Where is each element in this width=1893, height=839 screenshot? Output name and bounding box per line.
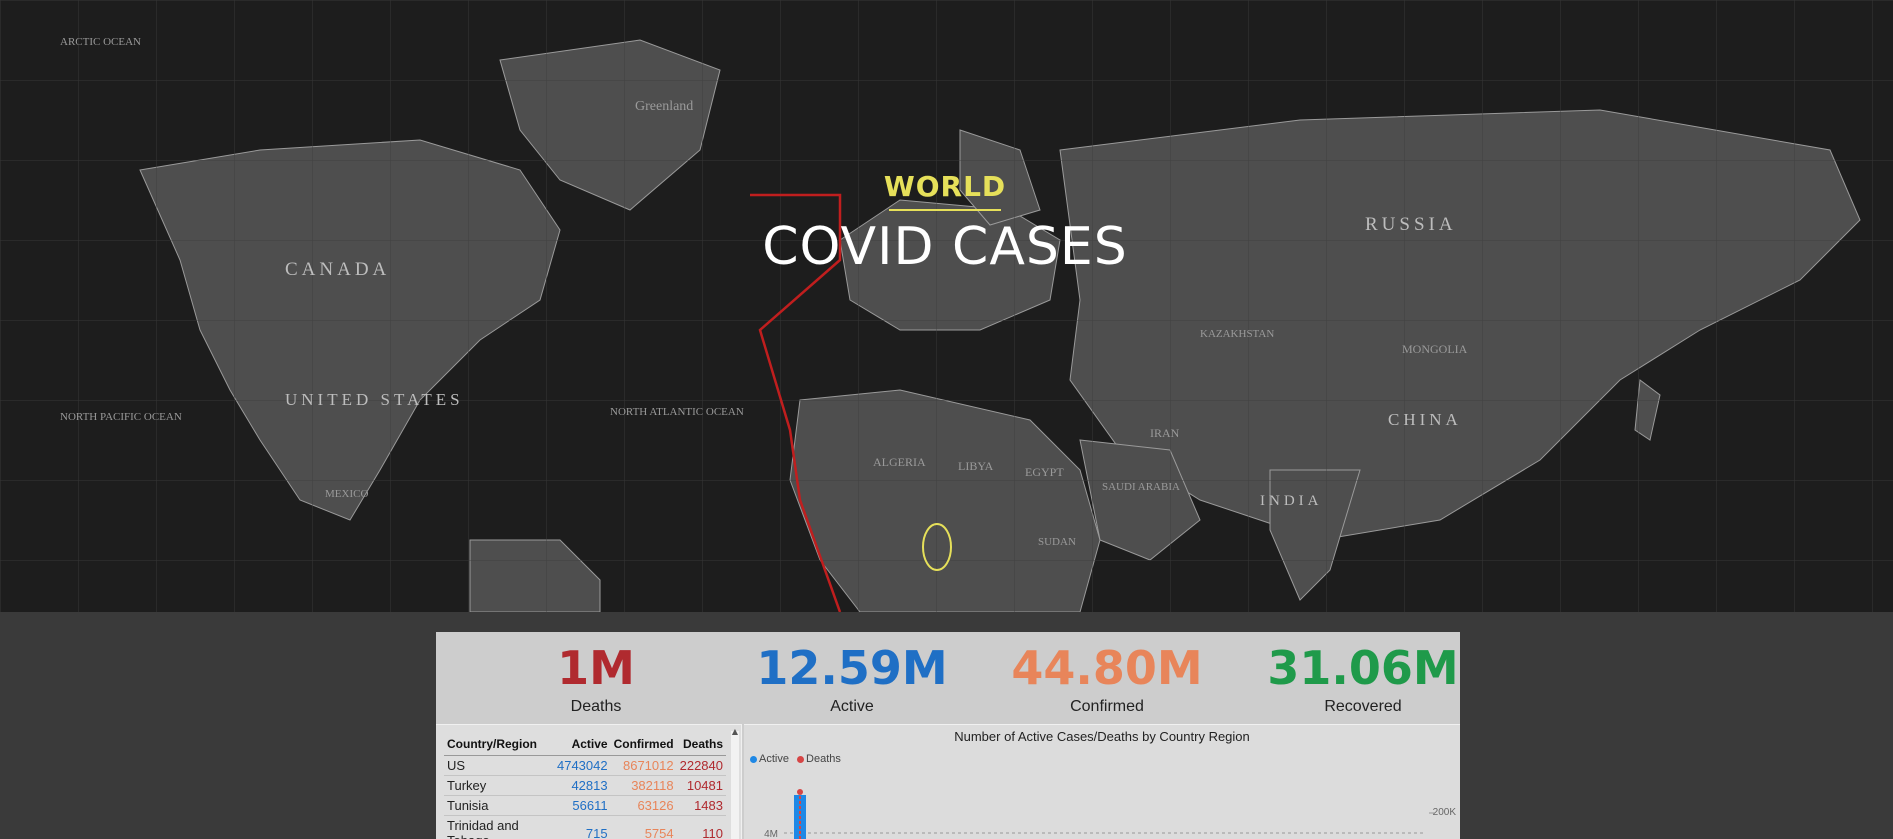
column-header-country[interactable]: Country/Region	[444, 731, 554, 756]
column-header-active[interactable]: Active	[553, 731, 611, 756]
cell-deaths: 10481	[676, 775, 726, 796]
map-label-egypt: EGYPT	[1025, 465, 1064, 479]
map-label-united-states: UNITED STATES	[285, 390, 464, 409]
legend-item-deaths[interactable]: Deaths	[797, 753, 841, 765]
kpi-deaths[interactable]: 1M Deaths	[466, 642, 726, 716]
table-row[interactable]: Tunisia 56611 63126 1483	[444, 795, 726, 816]
scroll-up-arrow-icon[interactable]: ▲	[731, 727, 739, 736]
world-map-background: CANADA UNITED STATES RUSSIA CHINA INDIA …	[0, 0, 1893, 612]
legend-label-deaths: Deaths	[806, 753, 841, 765]
cell-deaths: 222840	[676, 755, 726, 776]
cell-active: 4743042	[553, 755, 611, 776]
kpi-recovered-label: Recovered	[1324, 698, 1402, 715]
location-marker-icon	[922, 523, 952, 571]
map-label-india: INDIA	[1260, 493, 1323, 509]
hero-banner: CANADA UNITED STATES RUSSIA CHINA INDIA …	[0, 0, 1893, 612]
cell-confirmed: 5754	[610, 815, 677, 839]
cell-deaths: 110	[676, 815, 726, 839]
column-header-deaths[interactable]: Deaths	[676, 731, 726, 756]
legend-dot-icon	[750, 755, 757, 763]
kpi-confirmed-label: Confirmed	[1070, 698, 1144, 715]
kpi-deaths-value: 1M	[557, 641, 635, 695]
map-label-russia: RUSSIA	[1365, 214, 1457, 235]
legend-item-active[interactable]: Active	[750, 753, 789, 765]
table-row[interactable]: Trinidad and Tobago 715 5754 110	[444, 815, 726, 839]
map-label-greenland: Greenland	[635, 99, 693, 114]
kpi-confirmed[interactable]: 44.80M Confirmed	[977, 642, 1237, 716]
cell-active: 42813	[553, 775, 611, 796]
cell-country: Turkey	[444, 775, 554, 796]
table-scrollbar[interactable]	[731, 731, 739, 839]
y-tick-right: 200K	[1433, 807, 1457, 818]
map-label-arctic-ocean: ARCTIC OCEAN	[60, 36, 141, 48]
country-table: Country/Region Active Confirmed Deaths U…	[444, 731, 726, 839]
map-label-libya: LIBYA	[958, 459, 994, 473]
map-label-kazakhstan: KAZAKHSTAN	[1200, 328, 1274, 340]
kpi-confirmed-value: 44.80M	[1011, 641, 1203, 695]
world-kicker: WORLD	[883, 170, 1007, 203]
table-row[interactable]: Turkey 42813 382118 10481	[444, 775, 726, 796]
legend-dot-icon	[797, 755, 805, 763]
cell-deaths: 1483	[676, 795, 726, 816]
active-deaths-chart-panel: Number of Active Cases/Deaths by Country…	[744, 724, 1460, 839]
cell-confirmed: 382118	[610, 775, 677, 796]
map-label-iran: IRAN	[1150, 426, 1180, 440]
point-deaths-us[interactable]	[797, 789, 803, 795]
kpi-active-label: Active	[830, 698, 874, 715]
kpi-deaths-label: Deaths	[570, 698, 622, 715]
table-row[interactable]: US 4743042 8671012 222840	[444, 755, 726, 776]
chart-legend: Active Deaths	[750, 753, 846, 765]
red-boundary-line	[750, 193, 842, 612]
map-label-mongolia: MONGOLIA	[1402, 342, 1468, 356]
chart-plot-area: 4M 200K	[764, 789, 1457, 839]
report-panel: 1M Deaths 12.59M Active 44.80M Confirmed…	[436, 632, 1460, 839]
map-label-mexico: MEXICO	[325, 488, 368, 500]
cell-country: Trinidad and Tobago	[444, 815, 554, 839]
cell-confirmed: 8671012	[610, 755, 677, 776]
column-header-confirmed[interactable]: Confirmed	[610, 731, 677, 756]
map-label-north-atlantic: NORTH ATLANTIC OCEAN	[610, 406, 744, 418]
table-header-row: Country/Region Active Confirmed Deaths	[444, 731, 726, 756]
kicker-underline	[889, 209, 1001, 211]
cell-confirmed: 63126	[610, 795, 677, 816]
map-label-saudi-arabia: SAUDI ARABIA	[1102, 481, 1180, 493]
chart-title: Number of Active Cases/Deaths by Country…	[954, 729, 1250, 744]
cell-active: 715	[553, 815, 611, 839]
kpi-active-value: 12.59M	[756, 641, 948, 695]
map-label-sudan: SUDAN	[1038, 536, 1076, 548]
kpi-recovered-value: 31.06M	[1267, 641, 1459, 695]
kpi-recovered[interactable]: 31.06M Recovered	[1233, 642, 1460, 716]
kpi-active[interactable]: 12.59M Active	[722, 642, 982, 716]
cell-active: 56611	[553, 795, 611, 816]
cell-country: Tunisia	[444, 795, 554, 816]
country-table-panel: Country/Region Active Confirmed Deaths U…	[436, 724, 742, 839]
cell-country: US	[444, 755, 554, 776]
map-label-north-pacific: NORTH PACIFIC OCEAN	[60, 411, 182, 423]
map-label-china: CHINA	[1388, 410, 1462, 429]
legend-label-active: Active	[759, 753, 789, 765]
map-label-canada: CANADA	[285, 259, 390, 280]
y-tick-left: 4M	[764, 829, 778, 839]
hero-title-block: WORLD COVID CASES	[700, 170, 1190, 277]
page-title: COVID CASES	[762, 217, 1128, 277]
map-label-algeria: ALGERIA	[873, 455, 926, 469]
